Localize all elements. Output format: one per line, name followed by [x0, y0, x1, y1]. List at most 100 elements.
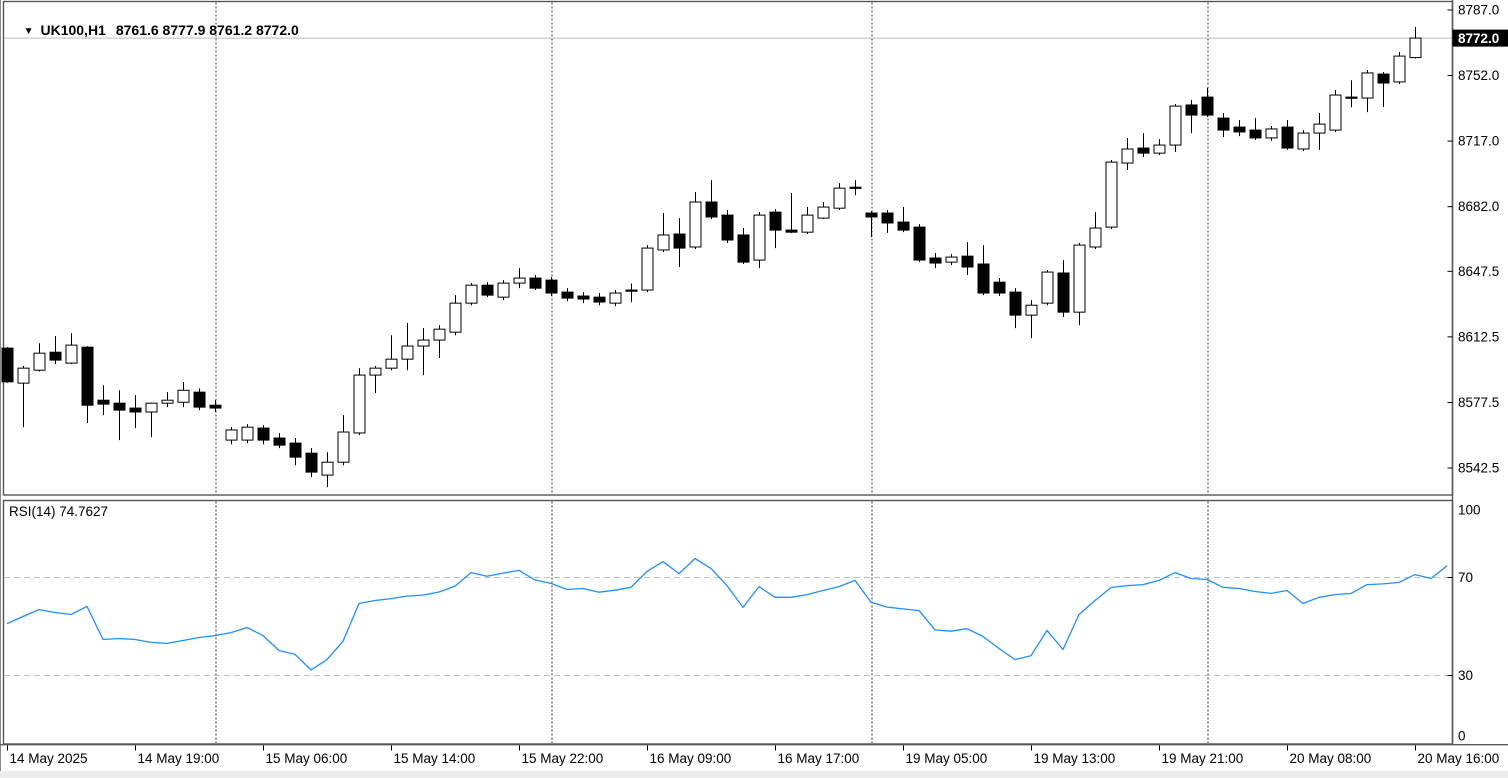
candle-bearish	[897, 221, 910, 231]
candle-bullish	[1153, 144, 1166, 154]
candle-bullish	[1073, 244, 1086, 313]
candle-bearish	[1281, 126, 1294, 149]
candle-bullish	[1265, 128, 1278, 139]
time-axis-label: 14 May 2025	[10, 751, 88, 766]
candle-bearish	[1137, 147, 1150, 154]
rsi-axis-label: 30	[1458, 668, 1473, 683]
candle-bullish	[1329, 94, 1342, 131]
candle-bearish	[673, 233, 686, 249]
candle-bearish	[81, 346, 94, 406]
candle-bearish	[785, 229, 798, 233]
candle-bullish	[369, 367, 382, 376]
price-axis-label: 8577.5	[1458, 395, 1499, 410]
candle-bullish	[833, 187, 846, 209]
candle-bullish	[65, 344, 78, 364]
candle-bullish	[385, 358, 398, 369]
candle-bearish	[721, 214, 734, 241]
candle-bearish	[977, 263, 990, 294]
candle-bullish	[33, 352, 46, 371]
candle-bullish	[1169, 105, 1182, 146]
candle-bearish	[705, 201, 718, 218]
candle-bearish	[1185, 104, 1198, 116]
candle-bearish	[1217, 117, 1230, 131]
candle-bullish	[433, 328, 446, 341]
candle-bullish	[1025, 304, 1038, 316]
time-axis-label: 19 May 21:00	[1162, 751, 1244, 766]
candle-bullish	[1105, 161, 1118, 228]
candle-bearish	[961, 255, 974, 268]
candle-bearish	[1233, 126, 1246, 133]
candle-bearish	[561, 291, 574, 299]
chart-title: ▼ UK100,H1 8761.6 8777.9 8761.2 8772.0	[8, 6, 299, 54]
candle-bearish	[993, 281, 1006, 294]
price-axis-label: 8717.0	[1458, 134, 1499, 149]
time-axis-label: 15 May 14:00	[394, 751, 476, 766]
candle-bullish	[1121, 148, 1134, 164]
candle-bearish	[481, 284, 494, 296]
candle-bearish	[1009, 291, 1022, 316]
candle-bullish	[1041, 271, 1054, 304]
price-axis-label: 8752.0	[1458, 68, 1499, 83]
candle-bearish	[1377, 73, 1390, 84]
candle-bearish	[193, 391, 206, 408]
candle-bearish	[1345, 96, 1358, 99]
candle-bearish	[1249, 129, 1262, 139]
candle-bearish	[545, 279, 558, 294]
rsi-axis-label: 70	[1458, 570, 1473, 585]
candle-bullish	[497, 282, 510, 298]
candle-bullish	[337, 431, 350, 463]
candle-bullish	[225, 429, 238, 441]
time-axis-label: 15 May 06:00	[266, 751, 348, 766]
candle-bullish	[1393, 55, 1406, 83]
window-bottom-edge	[0, 771, 1508, 778]
candle-bearish	[289, 442, 302, 458]
time-axis-label: 20 May 16:00	[1418, 751, 1500, 766]
candle-bearish	[113, 402, 126, 411]
candle-bearish	[881, 212, 894, 224]
candle-bearish	[737, 234, 750, 263]
time-axis-label: 20 May 08:00	[1290, 751, 1372, 766]
candle-bullish	[1297, 132, 1310, 150]
time-axis-label: 14 May 19:00	[138, 751, 220, 766]
current-price-label: 8772.0	[1458, 31, 1499, 46]
candle-bearish	[625, 289, 638, 292]
chart-ohlc-readout: 8761.6 8777.9 8761.2 8772.0	[115, 22, 299, 38]
candle-bullish	[17, 367, 30, 384]
rsi-axis-label: 0	[1458, 729, 1466, 744]
candle-bearish	[273, 437, 286, 446]
candle-bullish	[641, 247, 654, 291]
candle-bearish	[929, 257, 942, 264]
candle-bearish	[1057, 272, 1070, 313]
candle-bullish	[417, 339, 430, 347]
candle-bullish	[609, 292, 622, 304]
time-axis-label: 15 May 22:00	[522, 751, 604, 766]
candle-bullish	[321, 461, 334, 476]
candle-bullish	[753, 214, 766, 261]
candle-bullish	[353, 374, 366, 434]
candle-bullish	[513, 277, 526, 284]
candle-bullish	[161, 399, 174, 404]
candle-bullish	[145, 402, 158, 413]
price-axis-label: 8647.5	[1458, 264, 1499, 279]
candle-bearish	[1201, 96, 1214, 116]
candle-bearish	[593, 296, 606, 303]
rsi-indicator-label: RSI(14) 74.7627	[9, 504, 109, 519]
candle-bearish	[577, 295, 590, 300]
time-axis-label: 19 May 05:00	[906, 751, 988, 766]
rsi-line	[6, 557, 1448, 671]
chart-symbol-period: UK100,H1	[40, 22, 106, 38]
price-axis-label: 8612.5	[1458, 329, 1499, 344]
candle-bullish	[1313, 123, 1326, 134]
candle-bullish	[1361, 72, 1374, 99]
candle-bearish	[129, 407, 142, 413]
candle-bullish	[401, 345, 414, 360]
candle-bearish	[305, 452, 318, 473]
candle-bullish	[1089, 227, 1102, 248]
price-axis-label: 8787.0	[1458, 3, 1499, 18]
candle-bullish	[689, 201, 702, 248]
symbol-marker-icon: ▼	[23, 26, 34, 37]
candle-bullish	[817, 206, 830, 219]
